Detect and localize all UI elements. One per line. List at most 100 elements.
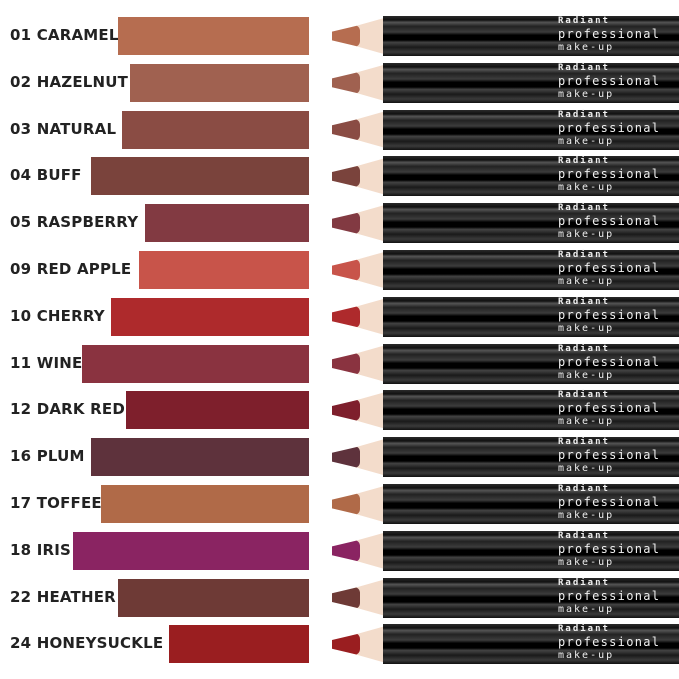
brand-line3: make-up (558, 88, 615, 100)
brand-line3: make-up (558, 463, 615, 475)
pencil-body: Radiant professional make-up (383, 62, 679, 103)
brand-line1: Radiant (558, 437, 610, 448)
lip-pencil-image: Radiant professional make-up (332, 577, 679, 618)
color-swatch (118, 17, 309, 55)
pencil-body: Radiant professional make-up (383, 390, 679, 431)
brand-line2: professional (558, 588, 661, 603)
shade-label: 03 NATURAL (10, 119, 117, 138)
pencil-tip (332, 399, 360, 422)
color-swatch (169, 625, 309, 664)
brand-line1: Radiant (558, 156, 610, 167)
brand-line3: make-up (558, 556, 615, 568)
color-swatch (91, 157, 309, 196)
color-swatch (111, 297, 309, 336)
shade-row: 05 RASPBERRY Radiant professional make-u… (0, 203, 679, 244)
lip-pencil-image: Radiant professional make-up (332, 203, 679, 244)
brand-line1: Radiant (558, 530, 610, 541)
brand-line1: Radiant (558, 390, 610, 401)
brand-line1: Radiant (558, 109, 610, 120)
shade-label: 18 IRIS (10, 540, 72, 559)
shade-label: 17 TOFFEE (10, 494, 102, 512)
brand-line3: make-up (558, 276, 615, 287)
pencil-tip (332, 305, 360, 328)
brand-line1: Radiant (558, 624, 610, 635)
color-swatch (130, 63, 309, 102)
brand-line2: professional (558, 307, 661, 322)
shade-label: 05 RASPBERRY (10, 213, 139, 232)
brand-line2: professional (558, 401, 661, 416)
pencil-body: Radiant professional make-up (383, 530, 679, 571)
lip-pencil-image: Radiant professional make-up (332, 437, 679, 478)
shade-label: 11 WINE (10, 353, 83, 372)
lip-pencil-image: Radiant professional make-up (332, 250, 679, 290)
lip-pencil-image: Radiant professional make-up (332, 109, 679, 150)
shade-label: 22 HEATHER (10, 587, 116, 606)
pencil-tip (332, 446, 360, 469)
shade-label: 01 CARAMEL (10, 26, 119, 44)
pencil-tip (332, 633, 360, 656)
brand-line1: Radiant (558, 62, 610, 73)
pencil-tip (332, 212, 360, 235)
pencil-tip (332, 118, 360, 141)
pencil-tip (332, 71, 360, 94)
brand-line3: make-up (558, 650, 615, 662)
brand-line2: professional (558, 120, 661, 135)
brand-line1: Radiant (558, 16, 610, 26)
shade-label: 16 PLUM (10, 447, 85, 466)
brand-line3: make-up (558, 229, 615, 241)
color-swatch (118, 578, 309, 617)
shade-row: 24 HONEYSUCKLE Radiant professional make… (0, 624, 679, 665)
brand-line3: make-up (558, 182, 615, 194)
brand-line2: professional (558, 214, 661, 229)
shade-label: 10 CHERRY (10, 306, 105, 325)
lip-pencil-image: Radiant professional make-up (332, 390, 679, 431)
lip-pencil-image: Radiant professional make-up (332, 62, 679, 103)
color-swatch (91, 438, 309, 477)
shade-row: 04 BUFF Radiant professional make-up (0, 156, 679, 197)
shade-label: 04 BUFF (10, 166, 82, 185)
lip-pencil-image: Radiant professional make-up (332, 343, 679, 384)
brand-line2: professional (558, 635, 661, 650)
pencil-tip (332, 539, 360, 562)
brand-line1: Radiant (558, 203, 610, 214)
brand-line2: professional (558, 167, 661, 182)
color-swatch (73, 531, 309, 570)
brand-line2: professional (558, 541, 661, 556)
pencil-tip (332, 352, 360, 375)
shade-row: 17 TOFFEE Radiant professional make-up (0, 484, 679, 524)
shade-row: 02 HAZELNUT Radiant professional make-up (0, 62, 679, 103)
brand-line1: Radiant (558, 250, 610, 260)
shade-label: 09 RED APPLE (10, 260, 132, 278)
color-swatch (126, 391, 309, 430)
brand-line3: make-up (558, 416, 615, 428)
lip-pencil-image: Radiant professional make-up (332, 16, 679, 56)
pencil-body: Radiant professional make-up (383, 577, 679, 618)
lip-pencil-image: Radiant professional make-up (332, 156, 679, 197)
lip-pencil-image: Radiant professional make-up (332, 484, 679, 524)
pencil-body: Radiant professional make-up (383, 624, 679, 665)
shade-label: 24 HONEYSUCKLE (10, 634, 164, 653)
shade-row: 11 WINE Radiant professional make-up (0, 343, 679, 384)
brand-line3: make-up (558, 603, 615, 615)
pencil-body: Radiant professional make-up (383, 109, 679, 150)
brand-line1: Radiant (558, 577, 610, 588)
shade-row: 10 CHERRY Radiant professional make-up (0, 296, 679, 337)
brand-line2: professional (558, 27, 661, 41)
pencil-tip (332, 586, 360, 609)
lip-pencil-image: Radiant professional make-up (332, 296, 679, 337)
pencil-tip (332, 165, 360, 188)
pencil-tip (332, 259, 360, 281)
brand-line1: Radiant (558, 343, 610, 354)
shade-row: 01 CARAMEL Radiant professional make-up (0, 16, 679, 56)
pencil-body: Radiant professional make-up (383, 296, 679, 337)
brand-line3: make-up (558, 135, 615, 147)
brand-line3: make-up (558, 510, 615, 521)
shade-row: 18 IRIS Radiant professional make-up (0, 530, 679, 571)
shade-row: 03 NATURAL Radiant professional make-up (0, 109, 679, 150)
pencil-tip (332, 493, 360, 515)
color-swatch (139, 251, 309, 289)
brand-line3: make-up (558, 369, 615, 381)
brand-line2: professional (558, 261, 661, 275)
color-swatch (145, 204, 309, 243)
pencil-body: Radiant professional make-up (383, 16, 679, 56)
